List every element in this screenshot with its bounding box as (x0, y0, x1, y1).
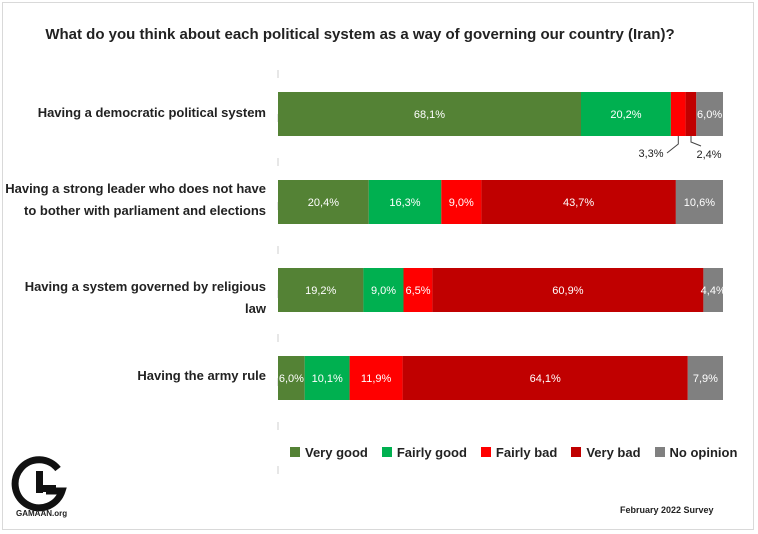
legend-swatch-very-good (290, 447, 300, 457)
bar-segment-very-good (278, 356, 305, 400)
category-label-religious-law: Having a system governed by religious la… (24, 279, 266, 316)
legend-swatch-very-bad (571, 447, 582, 457)
gamaan-logo-icon (11, 456, 67, 512)
leader-line (690, 136, 702, 147)
legend-item-very-bad: Very bad (571, 444, 641, 460)
bar-segment-very-bad (402, 356, 688, 400)
data-label: 20,2% (610, 109, 641, 121)
bar-segment-very-bad (481, 180, 676, 224)
logo-text: GAMAAN.org (16, 509, 68, 518)
data-label: 68,1% (414, 109, 445, 121)
bar-segment-no-opinion (696, 92, 723, 136)
bar-segment-very-good (278, 180, 369, 224)
bar-segment-fairly-good (368, 180, 442, 224)
bar-segment-no-opinion (687, 356, 723, 400)
legend-swatch-fairly-good (381, 447, 392, 457)
legend-swatch-fairly-bad (480, 447, 491, 457)
data-label: 11,9% (361, 373, 392, 385)
data-label: 64,1% (530, 373, 561, 385)
data-label: 6,0% (697, 109, 722, 121)
data-label: 16,3% (389, 197, 420, 209)
bar-segment-no-opinion (675, 180, 723, 224)
legend: Very good Fairly good Fairly bad Very ba… (290, 444, 737, 460)
bar-segment-very-good (278, 92, 581, 136)
legend-item-no-opinion: No opinion (654, 444, 738, 460)
data-label: 2,4% (696, 149, 721, 161)
bar-segment-very-bad (685, 92, 697, 136)
bar-segment-fairly-bad (403, 268, 433, 312)
legend-label-very-bad: Very bad (586, 444, 641, 460)
data-label: 9,0% (449, 197, 474, 209)
data-label: 10,6% (684, 197, 715, 209)
data-label: 6,5% (405, 285, 430, 297)
chart-title: What do you think about each political s… (45, 26, 675, 43)
data-label: 43,7% (563, 197, 594, 209)
data-label: 9,0% (371, 285, 396, 297)
data-label: 10,1% (312, 373, 343, 385)
bar-segment-no-opinion (703, 268, 723, 312)
data-label: 60,9% (552, 285, 583, 297)
category-label-army-rule: Having the army rule (137, 368, 266, 383)
legend-swatch-no-opinion (654, 447, 665, 457)
category-label-strong-leader: Having a strong leader who does not have… (5, 181, 266, 218)
survey-date: February 2022 Survey (620, 505, 714, 515)
legend-label-fairly-good: Fairly good (396, 444, 467, 460)
bar-segment-fairly-bad (349, 356, 403, 400)
leader-line (666, 136, 679, 154)
data-label: 6,0% (279, 373, 304, 385)
data-label: 19,2% (305, 285, 336, 297)
data-label: 4,4% (701, 285, 726, 297)
category-label-democratic: Having a democratic political system (37, 105, 266, 120)
bar-segment-fairly-good (581, 92, 671, 136)
bar-segment-fairly-bad (670, 92, 686, 136)
bar-segment-fairly-good (363, 268, 404, 312)
legend-label-fairly-bad: Fairly bad (495, 444, 558, 460)
data-label: 7,9% (693, 373, 718, 385)
bar-segment-very-good (278, 268, 364, 312)
legend-item-fairly-bad: Fairly bad (480, 444, 558, 460)
bar-segment-very-bad (432, 268, 704, 312)
legend-label-no-opinion: No opinion (669, 444, 738, 460)
bar-segment-fairly-bad (441, 180, 482, 224)
legend-item-very-good: Very good (290, 445, 368, 460)
data-label: 20,4% (308, 197, 339, 209)
bar-segment-fairly-good (304, 356, 350, 400)
legend-label-very-good: Very good (305, 444, 368, 460)
data-label: 3,3% (638, 148, 663, 160)
legend-item-fairly-good: Fairly good (381, 444, 467, 460)
